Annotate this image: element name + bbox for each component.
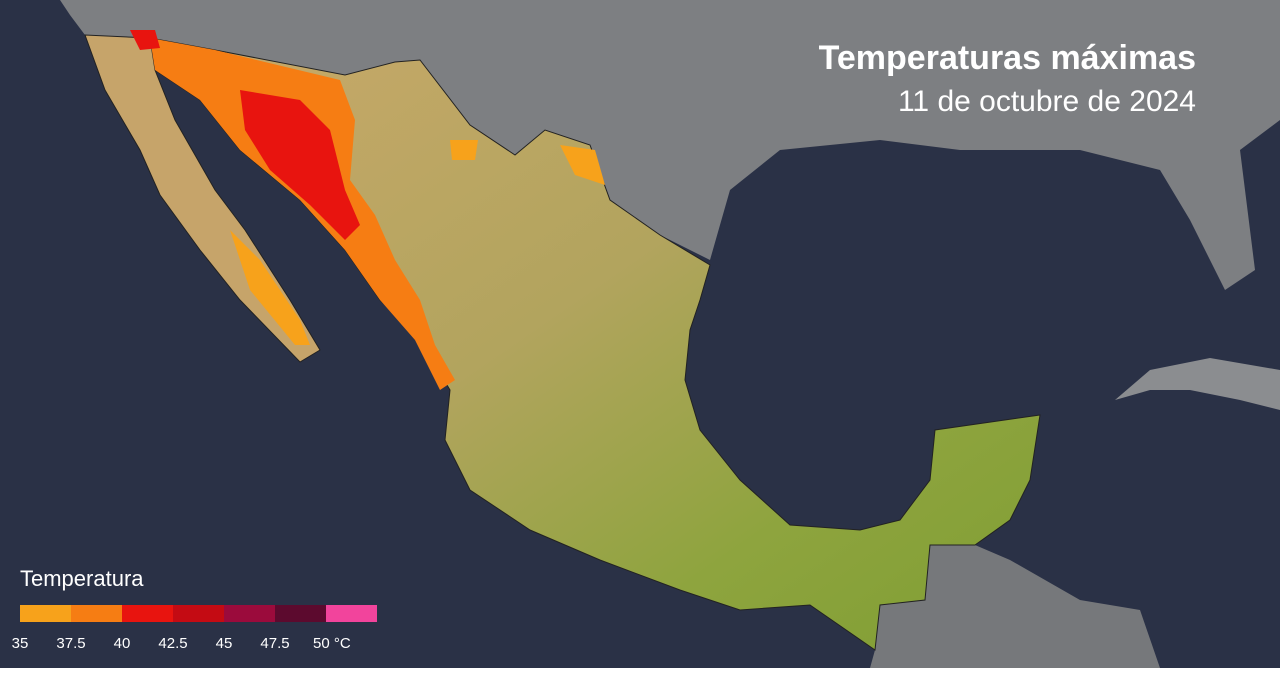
legend-swatch — [326, 605, 377, 622]
hot-area — [240, 90, 360, 240]
legend-swatch — [275, 605, 326, 622]
legend-label: 45 — [216, 635, 233, 652]
hot-area — [130, 30, 160, 50]
central-america-land — [870, 545, 1160, 668]
legend-swatch — [71, 605, 122, 622]
usa-land — [60, 0, 1280, 290]
legend-label: 50 °C — [313, 635, 351, 652]
legend-title: Temperatura — [20, 566, 144, 591]
legend-label: 37.5 — [56, 635, 85, 652]
hot-area — [560, 145, 605, 185]
legend-swatch — [224, 605, 275, 622]
legend-label: 35 — [12, 635, 29, 652]
cuba-land — [1115, 358, 1280, 410]
legend: 35 37.5 40 42.5 45 47.5 50 °C — [12, 605, 377, 652]
legend-label: 40 — [114, 635, 131, 652]
hot-area — [450, 140, 478, 160]
legend-swatch — [173, 605, 224, 622]
legend-label: 42.5 — [158, 635, 187, 652]
title: Temperaturas máximas — [819, 39, 1196, 77]
subtitle: 11 de octubre de 2024 — [898, 85, 1196, 118]
legend-label: 47.5 — [260, 635, 289, 652]
legend-swatch — [20, 605, 71, 622]
legend-swatch — [122, 605, 173, 622]
hot-area — [230, 230, 310, 345]
hot-area — [150, 38, 455, 390]
